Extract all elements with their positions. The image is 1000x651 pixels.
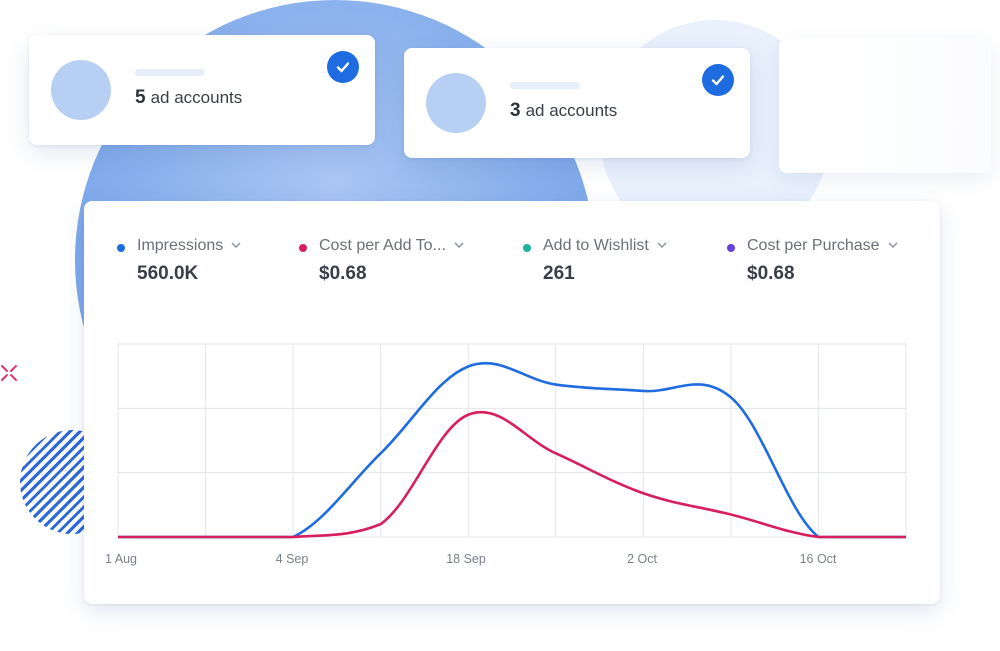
ad-account-card-1[interactable]: 5 ad accounts [29,35,375,145]
line-chart [117,343,907,539]
avatar [426,73,486,133]
metric-value: $0.68 [319,263,367,284]
metric-label: Impressions [137,237,241,255]
account-count-label: ad accounts [150,88,243,107]
x-tick-label: 16 Oct [799,552,837,566]
x-tick-label: 2 Oct [627,552,657,566]
ghost-card [779,38,991,173]
metric-label: Add to Wishlist [543,237,667,255]
check-circle-icon[interactable] [327,51,359,83]
series-dot [117,244,125,252]
account-count-label: ad accounts [525,101,618,120]
chevron-down-icon [454,242,464,248]
series-dot [299,244,307,252]
x-tick-label: 18 Sep [446,552,486,566]
check-circle-icon[interactable] [702,64,734,96]
placeholder-bar [510,82,580,89]
chart-card: Impressions 560.0K Cost per Add To... $0… [84,201,940,604]
chevron-down-icon [231,242,241,248]
account-count: 3 ad accounts [510,100,617,122]
series-dot [727,244,735,252]
metric-value: $0.68 [747,263,795,284]
series-dot [523,244,531,252]
metric-label: Cost per Add To... [319,237,464,255]
avatar [51,60,111,120]
series-line-impressions [118,361,906,539]
metric-value: 261 [543,263,575,284]
x-icon [1,365,17,381]
metric-label: Cost per Purchase [747,237,898,255]
chevron-down-icon [888,242,898,248]
x-tick-label: 4 Sep [275,552,309,566]
account-count-number: 5 [135,87,146,108]
chevron-down-icon [657,242,667,248]
placeholder-bar [135,69,205,76]
metric-value: 560.0K [137,263,199,284]
account-count: 5 ad accounts [135,87,242,109]
series-line-cost-per-add-to [118,411,906,539]
x-tick-label: 1 Aug [105,552,137,566]
account-count-number: 3 [510,100,521,121]
ad-account-card-2[interactable]: 3 ad accounts [404,48,750,158]
